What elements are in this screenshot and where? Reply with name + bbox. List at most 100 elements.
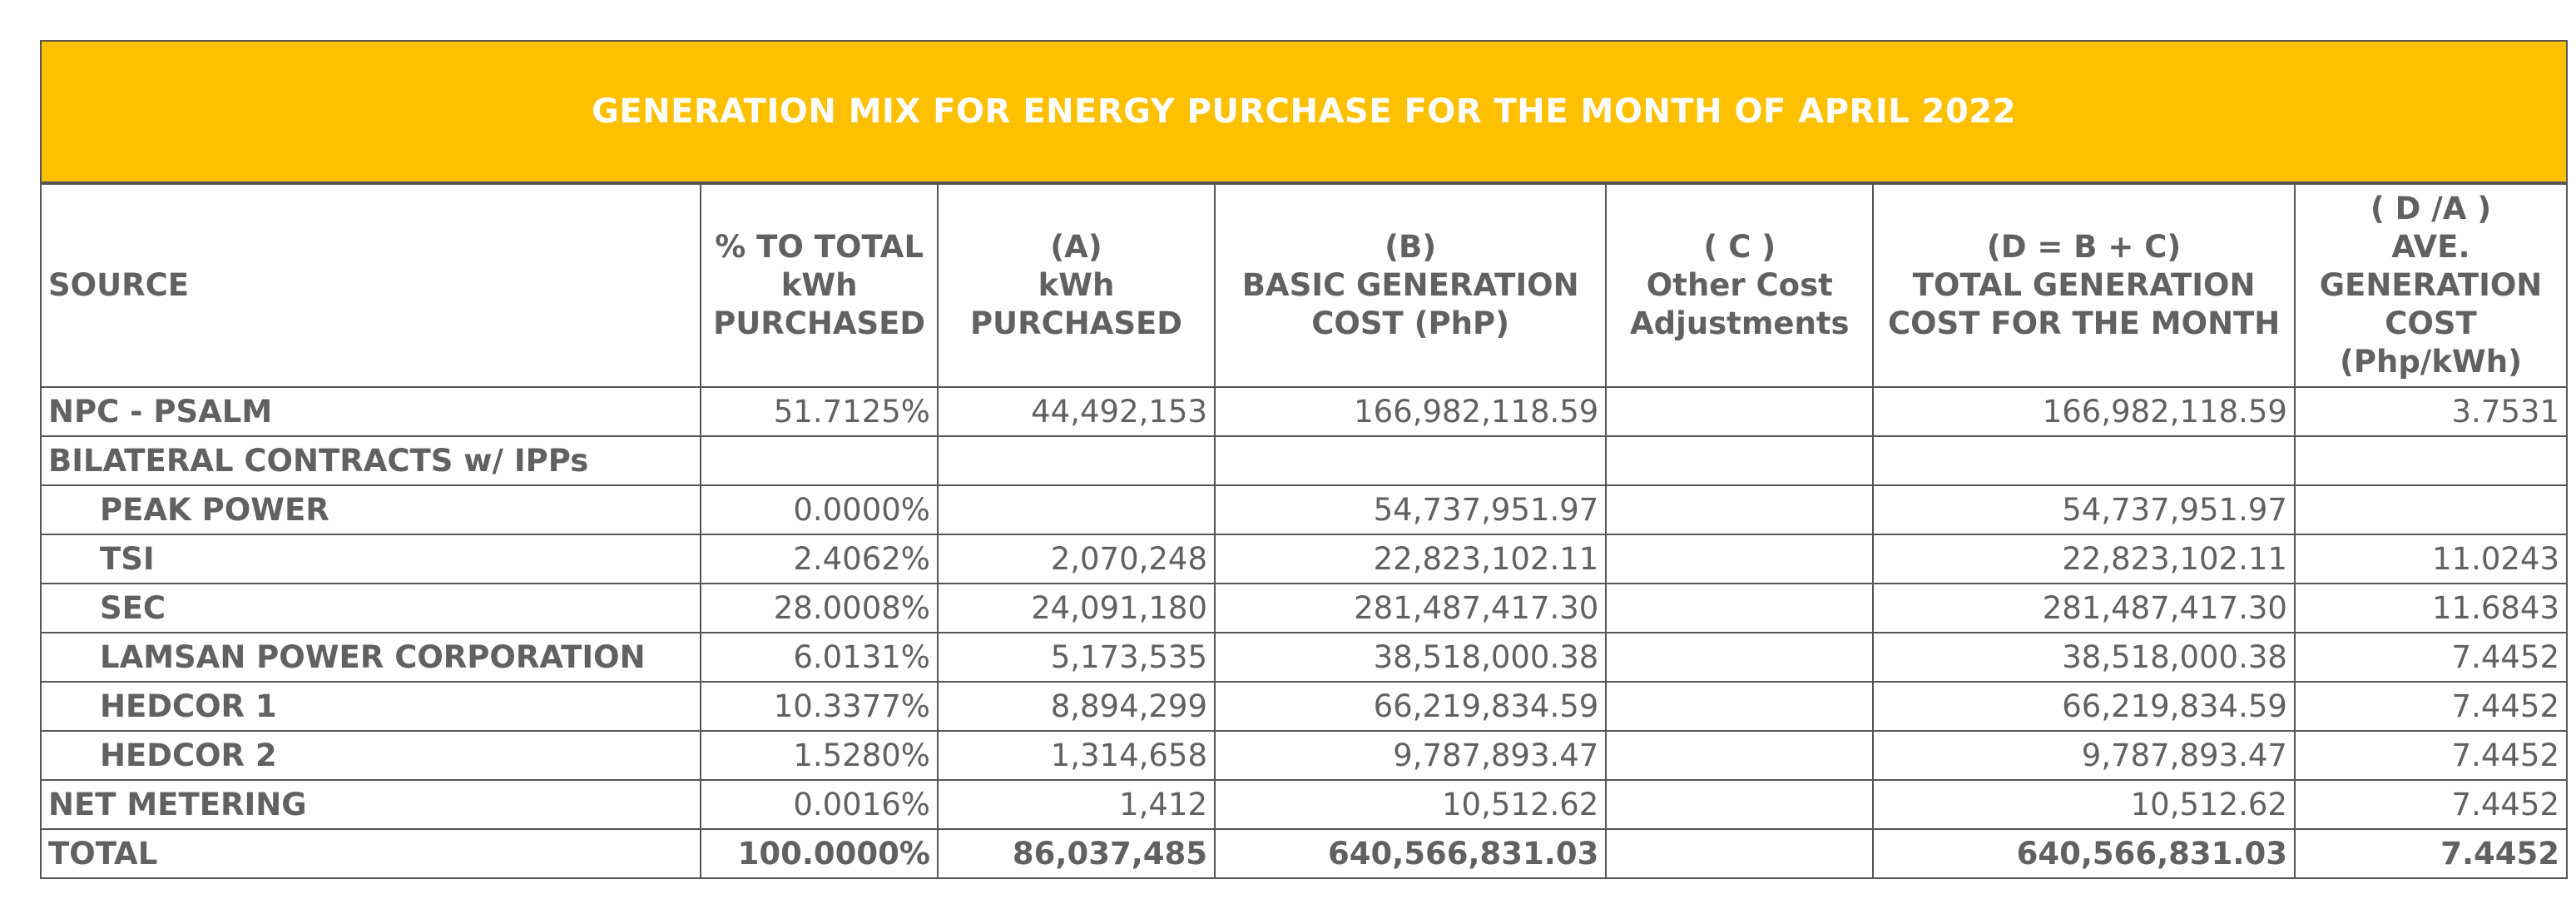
- header-pct: % TO TOTAL kWh PURCHASED: [700, 183, 939, 388]
- header-line: Adjustments: [1630, 305, 1850, 341]
- cell-ave: [2293, 484, 2569, 535]
- total-row: TOTAL 100.0000% 86,037,485 640,566,831.0…: [39, 828, 2569, 879]
- cell-total: 38,518,000.38: [1872, 632, 2296, 683]
- header-total: (D = B + C) TOTAL GENERATION COST FOR TH…: [1872, 183, 2296, 388]
- cell-other: [1605, 534, 1875, 584]
- header-line: TOTAL GENERATION: [1912, 267, 2256, 303]
- header-line: kWh: [1038, 267, 1115, 303]
- cell-basic: [1213, 435, 1608, 486]
- cell-pct: 51.7125%: [700, 386, 939, 437]
- table-row: SEC 28.0008% 24,091,180 281,487,417.30 2…: [39, 583, 2569, 633]
- cell-ave: 7.4452: [2293, 632, 2569, 683]
- cell-total: 640,566,831.03: [1872, 828, 2296, 879]
- cell-kwh: 1,412: [936, 779, 1216, 830]
- cell-kwh: 1,314,658: [936, 730, 1216, 781]
- header-line: Other Cost: [1646, 267, 1833, 303]
- header-line: AVE.: [2391, 229, 2470, 265]
- header-line: PURCHASED: [969, 305, 1182, 341]
- cell-source: NET METERING: [39, 779, 702, 830]
- cell-kwh: [936, 435, 1216, 486]
- cell-pct: 10.3377%: [700, 681, 939, 732]
- cell-pct: 28.0008%: [700, 583, 939, 633]
- cell-ave: 7.4452: [2293, 730, 2569, 781]
- cell-kwh: 86,037,485: [936, 828, 1216, 879]
- cell-kwh: 2,070,248: [936, 534, 1216, 584]
- cell-total: 9,787,893.47: [1872, 730, 2296, 781]
- cell-pct: 6.0131%: [700, 632, 939, 683]
- cell-other: [1605, 730, 1875, 781]
- cell-basic: 54,737,951.97: [1213, 484, 1608, 535]
- cell-source: TOTAL: [39, 828, 702, 879]
- cell-other: [1605, 386, 1875, 437]
- cell-kwh: 44,492,153: [936, 386, 1216, 437]
- cell-source: LAMSAN POWER CORPORATION: [39, 632, 702, 683]
- cell-ave: 7.4452: [2293, 828, 2569, 879]
- header-line: BASIC GENERATION: [1241, 267, 1579, 303]
- header-ave: ( D /A ) AVE. GENERATION COST (Php/kWh): [2293, 183, 2569, 388]
- header-kwh: (A) kWh PURCHASED: [936, 183, 1216, 388]
- header-row: SOURCE % TO TOTAL kWh PURCHASED (A) kWh …: [39, 183, 2569, 388]
- header-line: GENERATION: [2319, 267, 2543, 303]
- table-row: TSI 2.4062% 2,070,248 22,823,102.11 22,8…: [39, 534, 2569, 584]
- header-source: SOURCE: [39, 183, 702, 388]
- header-line: COST: [2385, 305, 2477, 341]
- header-line: ( D /A ): [2370, 191, 2492, 226]
- header-other: ( C ) Other Cost Adjustments: [1605, 183, 1875, 388]
- cell-other: [1605, 435, 1875, 486]
- cell-source: SEC: [39, 583, 702, 633]
- cell-ave: 11.6843: [2293, 583, 2569, 633]
- cell-basic: 281,487,417.30: [1213, 583, 1608, 633]
- header-basic: (B) BASIC GENERATION COST (PhP): [1213, 183, 1608, 388]
- table-row: NPC - PSALM 51.7125% 44,492,153 166,982,…: [39, 386, 2569, 437]
- cell-pct: 2.4062%: [700, 534, 939, 584]
- header-line: ( C ): [1703, 229, 1776, 265]
- table-row: PEAK POWER 0.0000% 54,737,951.97 54,737,…: [39, 484, 2569, 535]
- table-row: BILATERAL CONTRACTS w/ IPPs: [39, 435, 2569, 486]
- cell-pct: 0.0016%: [700, 779, 939, 830]
- cell-total: [1872, 435, 2296, 486]
- header-line: (Php/kWh): [2339, 344, 2522, 380]
- cell-other: [1605, 632, 1875, 683]
- cell-total: 22,823,102.11: [1872, 534, 2296, 584]
- generation-mix-table: SOURCE % TO TOTAL kWh PURCHASED (A) kWh …: [39, 183, 2569, 879]
- cell-total: 66,219,834.59: [1872, 681, 2296, 732]
- cell-kwh: 5,173,535: [936, 632, 1216, 683]
- cell-other: [1605, 583, 1875, 633]
- table-row: NET METERING 0.0016% 1,412 10,512.62 10,…: [39, 779, 2569, 830]
- table-row: LAMSAN POWER CORPORATION 6.0131% 5,173,5…: [39, 632, 2569, 683]
- cell-ave: 7.4452: [2293, 681, 2569, 732]
- cell-other: [1605, 681, 1875, 732]
- cell-source: HEDCOR 2: [39, 730, 702, 781]
- cell-basic: 166,982,118.59: [1213, 386, 1608, 437]
- header-line: % TO TOTAL: [715, 229, 924, 265]
- cell-ave: 7.4452: [2293, 779, 2569, 830]
- cell-basic: 38,518,000.38: [1213, 632, 1608, 683]
- cell-other: [1605, 828, 1875, 879]
- cell-source: HEDCOR 1: [39, 681, 702, 732]
- cell-basic: 22,823,102.11: [1213, 534, 1608, 584]
- cell-source: PEAK POWER: [39, 484, 702, 535]
- cell-total: 54,737,951.97: [1872, 484, 2296, 535]
- cell-ave: 11.0243: [2293, 534, 2569, 584]
- cell-total: 281,487,417.30: [1872, 583, 2296, 633]
- cell-pct: 100.0000%: [700, 828, 939, 879]
- header-line: PURCHASED: [713, 305, 926, 341]
- table-title: GENERATION MIX FOR ENERGY PURCHASE FOR T…: [40, 40, 2568, 183]
- header-line: (A): [1050, 229, 1102, 265]
- cell-kwh: [936, 484, 1216, 535]
- cell-kwh: 24,091,180: [936, 583, 1216, 633]
- table-row: HEDCOR 2 1.5280% 1,314,658 9,787,893.47 …: [39, 730, 2569, 781]
- cell-kwh: 8,894,299: [936, 681, 1216, 732]
- cell-other: [1605, 779, 1875, 830]
- generation-mix-table-container: GENERATION MIX FOR ENERGY PURCHASE FOR T…: [39, 40, 2569, 879]
- header-line: COST (PhP): [1311, 305, 1510, 341]
- cell-source: TSI: [39, 534, 702, 584]
- table-row: HEDCOR 1 10.3377% 8,894,299 66,219,834.5…: [39, 681, 2569, 732]
- header-line: COST FOR THE MONTH: [1887, 305, 2281, 341]
- cell-basic: 640,566,831.03: [1213, 828, 1608, 879]
- cell-ave: 3.7531: [2293, 386, 2569, 437]
- header-line: kWh: [780, 267, 858, 303]
- cell-source: NPC - PSALM: [39, 386, 702, 437]
- cell-basic: 66,219,834.59: [1213, 681, 1608, 732]
- cell-pct: 0.0000%: [700, 484, 939, 535]
